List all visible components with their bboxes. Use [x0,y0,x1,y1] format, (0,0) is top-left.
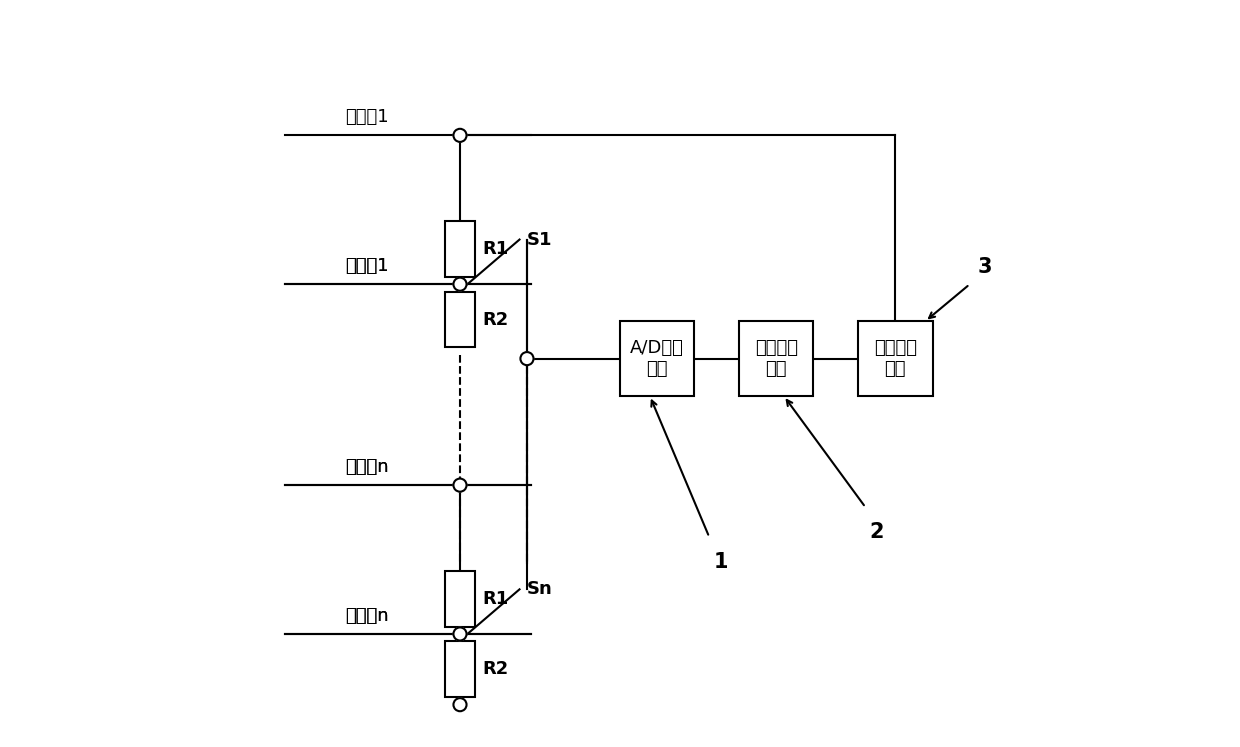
Text: 负母线n: 负母线n [345,607,388,625]
Text: 正母线n: 正母线n [345,458,388,476]
Text: 光耦隔离
电路: 光耦隔离 电路 [755,339,797,378]
FancyBboxPatch shape [445,221,475,276]
Text: 1: 1 [713,552,728,572]
Text: 正母线1: 正母线1 [345,108,388,126]
Circle shape [454,627,466,640]
Text: 3: 3 [977,257,992,276]
FancyBboxPatch shape [445,642,475,697]
Text: 正母线n: 正母线n [345,458,388,476]
Text: R1: R1 [482,589,508,607]
FancyBboxPatch shape [445,291,475,347]
Circle shape [454,698,466,711]
FancyBboxPatch shape [445,571,475,627]
FancyBboxPatch shape [739,321,813,396]
FancyBboxPatch shape [858,321,932,396]
Circle shape [454,128,466,142]
Circle shape [521,352,533,365]
Text: 负母线1: 负母线1 [345,257,388,275]
Circle shape [454,278,466,291]
Text: A/D转换
电路: A/D转换 电路 [630,339,684,378]
Text: R2: R2 [482,311,508,329]
Text: 信号处理
单元: 信号处理 单元 [874,339,916,378]
Text: 负母线1: 负母线1 [345,257,388,275]
Text: R2: R2 [482,660,508,678]
FancyBboxPatch shape [620,321,694,396]
Text: S1: S1 [527,231,553,249]
Text: 2: 2 [869,522,884,542]
Circle shape [454,479,466,492]
Text: R1: R1 [482,240,508,258]
Text: Sn: Sn [527,580,553,598]
Text: 负母线n: 负母线n [345,607,388,625]
